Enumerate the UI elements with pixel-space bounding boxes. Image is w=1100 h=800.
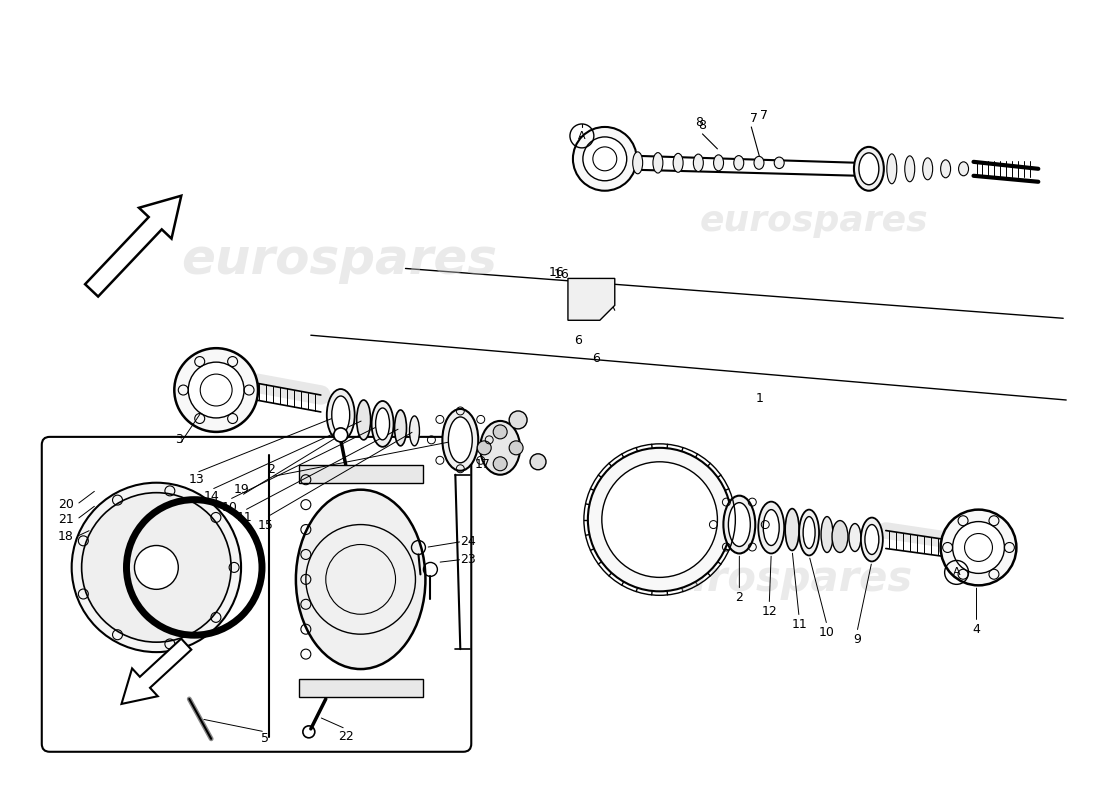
Circle shape xyxy=(953,522,1004,574)
Text: 7: 7 xyxy=(760,110,768,122)
Ellipse shape xyxy=(395,410,407,446)
Ellipse shape xyxy=(849,523,861,551)
Ellipse shape xyxy=(375,408,389,440)
FancyBboxPatch shape xyxy=(42,437,471,752)
Ellipse shape xyxy=(372,401,394,447)
Text: 20: 20 xyxy=(58,498,74,511)
Ellipse shape xyxy=(865,525,879,554)
Ellipse shape xyxy=(785,509,799,550)
Ellipse shape xyxy=(821,517,833,553)
Text: 7: 7 xyxy=(750,113,758,126)
Text: 14: 14 xyxy=(204,490,219,503)
Text: A: A xyxy=(953,567,960,578)
Ellipse shape xyxy=(803,517,815,549)
Text: 12: 12 xyxy=(761,605,777,618)
Circle shape xyxy=(583,137,627,181)
Ellipse shape xyxy=(409,416,419,446)
Ellipse shape xyxy=(861,518,883,562)
Ellipse shape xyxy=(799,510,820,555)
Text: 24: 24 xyxy=(461,535,476,548)
Circle shape xyxy=(188,362,244,418)
Circle shape xyxy=(530,454,546,470)
Ellipse shape xyxy=(449,417,472,462)
Ellipse shape xyxy=(859,153,879,185)
Ellipse shape xyxy=(958,162,968,176)
Text: 2: 2 xyxy=(736,591,744,604)
Ellipse shape xyxy=(296,490,426,669)
Text: 19: 19 xyxy=(233,483,249,496)
Text: 8: 8 xyxy=(695,117,704,130)
Circle shape xyxy=(477,441,492,455)
Ellipse shape xyxy=(714,155,724,170)
Ellipse shape xyxy=(763,510,779,546)
Ellipse shape xyxy=(632,152,642,174)
Ellipse shape xyxy=(673,154,683,172)
Text: 9: 9 xyxy=(852,633,861,646)
Ellipse shape xyxy=(734,156,744,170)
Ellipse shape xyxy=(774,157,784,169)
Circle shape xyxy=(509,411,527,429)
Text: A: A xyxy=(579,131,585,141)
Circle shape xyxy=(493,425,507,439)
Text: eurospares: eurospares xyxy=(650,558,913,600)
Text: 8: 8 xyxy=(698,119,706,133)
Text: 16: 16 xyxy=(549,266,565,279)
Text: 18: 18 xyxy=(58,530,74,543)
Text: 5: 5 xyxy=(261,732,270,746)
Circle shape xyxy=(602,462,717,578)
Text: eurospares: eurospares xyxy=(182,237,497,285)
Text: 15: 15 xyxy=(258,519,274,532)
FancyArrow shape xyxy=(85,196,182,297)
Ellipse shape xyxy=(356,400,371,440)
Text: 1: 1 xyxy=(756,391,763,405)
Text: 4: 4 xyxy=(972,622,980,636)
Circle shape xyxy=(509,441,524,455)
Ellipse shape xyxy=(327,389,354,441)
Text: 10: 10 xyxy=(820,626,835,638)
Text: 6: 6 xyxy=(574,334,582,346)
Text: 3: 3 xyxy=(175,434,184,446)
Ellipse shape xyxy=(693,154,703,171)
Polygon shape xyxy=(568,278,615,320)
Ellipse shape xyxy=(442,409,478,470)
Circle shape xyxy=(81,493,231,642)
Bar xyxy=(299,679,424,697)
Ellipse shape xyxy=(481,421,520,474)
Text: 11: 11 xyxy=(236,511,252,524)
Text: 17: 17 xyxy=(474,458,491,471)
Text: 10: 10 xyxy=(221,501,238,514)
Bar xyxy=(299,465,424,482)
Ellipse shape xyxy=(887,154,896,184)
Circle shape xyxy=(573,127,637,190)
Circle shape xyxy=(940,510,1016,586)
Ellipse shape xyxy=(905,156,915,182)
Ellipse shape xyxy=(854,147,883,190)
Text: 21: 21 xyxy=(58,513,74,526)
Text: 11: 11 xyxy=(791,618,807,630)
Text: 13: 13 xyxy=(188,474,205,486)
Ellipse shape xyxy=(758,502,784,554)
Ellipse shape xyxy=(724,496,756,554)
Text: eurospares: eurospares xyxy=(700,204,928,238)
Ellipse shape xyxy=(923,158,933,180)
Ellipse shape xyxy=(832,521,848,553)
Circle shape xyxy=(72,482,241,652)
Text: 23: 23 xyxy=(461,553,476,566)
Circle shape xyxy=(174,348,258,432)
Circle shape xyxy=(493,457,507,470)
Ellipse shape xyxy=(754,156,764,170)
Ellipse shape xyxy=(940,160,950,178)
Ellipse shape xyxy=(332,396,350,434)
Ellipse shape xyxy=(728,502,750,546)
Text: 6: 6 xyxy=(592,352,600,365)
Circle shape xyxy=(587,448,732,591)
Text: 22: 22 xyxy=(338,730,353,743)
Ellipse shape xyxy=(653,153,663,173)
Text: 16: 16 xyxy=(554,268,570,281)
Circle shape xyxy=(134,546,178,590)
FancyArrow shape xyxy=(121,638,191,704)
Circle shape xyxy=(333,428,348,442)
Text: 2: 2 xyxy=(267,463,275,476)
